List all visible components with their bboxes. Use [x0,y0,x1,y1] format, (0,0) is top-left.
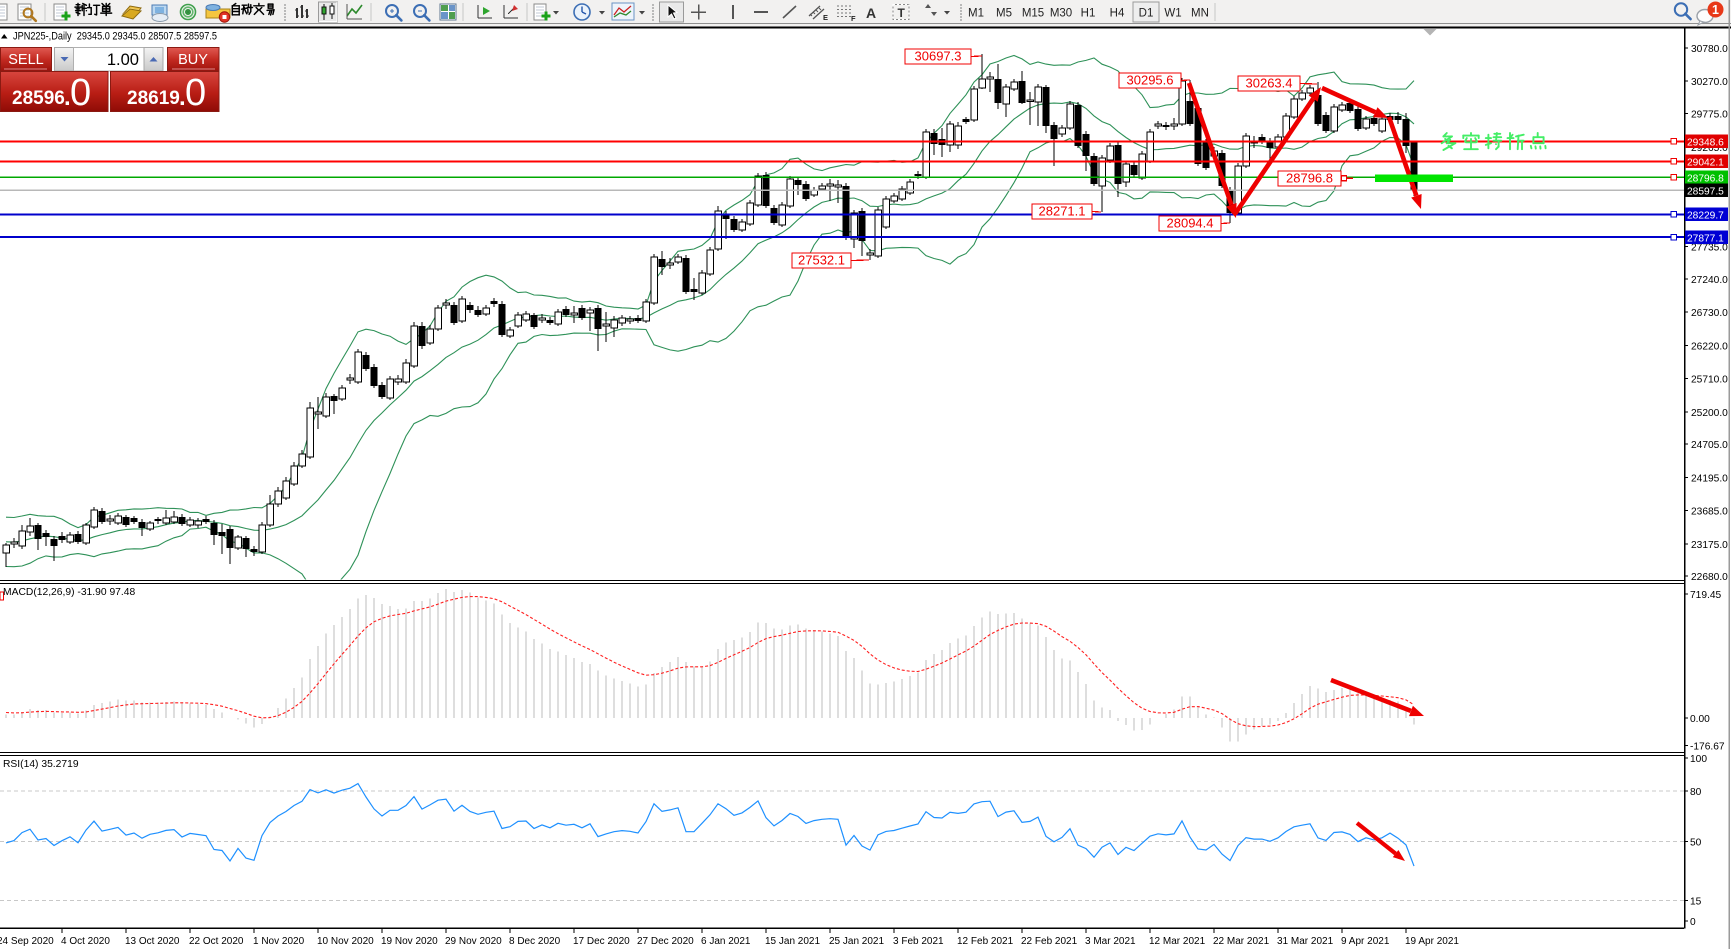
svg-text:0: 0 [185,72,206,114]
svg-text:30270.0: 30270.0 [1691,77,1728,88]
svg-text:M5: M5 [996,8,1012,20]
svg-text:9 Apr 2021: 9 Apr 2021 [1341,936,1390,947]
svg-text:25710.0: 25710.0 [1691,375,1728,386]
svg-text:22 Mar 2021: 22 Mar 2021 [1213,936,1270,947]
svg-text:12 Feb 2021: 12 Feb 2021 [957,936,1014,947]
svg-text:0.00: 0.00 [1690,714,1710,725]
svg-text:E: E [823,13,828,22]
svg-text:15: 15 [1690,897,1702,908]
svg-text:D1: D1 [1139,8,1154,20]
svg-text:12 Mar 2021: 12 Mar 2021 [1149,936,1206,947]
svg-text:25 Jan 2021: 25 Jan 2021 [829,936,884,947]
svg-text:22680.0: 22680.0 [1691,572,1728,583]
svg-text:A: A [866,5,876,21]
svg-text:0: 0 [1690,917,1696,928]
svg-text:MN: MN [1191,8,1209,20]
svg-text:.: . [179,84,186,111]
svg-text:27 Dec 2020: 27 Dec 2020 [637,936,694,947]
svg-text:4 Oct 2020: 4 Oct 2020 [61,936,110,947]
svg-text:29348.6: 29348.6 [1687,138,1724,149]
svg-text:3 Feb 2021: 3 Feb 2021 [893,936,944,947]
svg-text:F: F [851,14,856,23]
svg-text:23685.0: 23685.0 [1691,507,1728,518]
svg-text:W1: W1 [1164,8,1181,20]
svg-text:29265.0: 29265.0 [1691,143,1728,154]
svg-text:28619: 28619 [127,88,180,109]
svg-text:27532.1: 27532.1 [798,253,845,268]
svg-text:30263.4: 30263.4 [1246,76,1293,91]
svg-text:H1: H1 [1081,8,1096,20]
svg-text:19 Nov 2020: 19 Nov 2020 [381,936,438,947]
svg-text:M15: M15 [1022,8,1044,20]
svg-text:30295.6: 30295.6 [1127,73,1174,88]
svg-text:28271.1: 28271.1 [1039,204,1086,219]
svg-text:1: 1 [1712,3,1719,17]
svg-text:28596: 28596 [12,88,65,109]
svg-text:27240.0: 27240.0 [1691,275,1728,286]
svg-text:M30: M30 [1050,8,1072,20]
svg-text:29042.1: 29042.1 [1687,158,1724,169]
svg-text:3 Mar 2021: 3 Mar 2021 [1085,936,1136,947]
svg-text:31 Mar 2021: 31 Mar 2021 [1277,936,1334,947]
svg-text:24705.0: 24705.0 [1691,440,1728,451]
svg-text:8 Dec 2020: 8 Dec 2020 [509,936,561,947]
svg-text:23175.0: 23175.0 [1691,540,1728,551]
svg-text:19 Apr 2021: 19 Apr 2021 [1405,936,1459,947]
svg-text:BUY: BUY [178,52,208,68]
svg-text:15 Jan 2021: 15 Jan 2021 [765,936,820,947]
svg-text:22 Oct 2020: 22 Oct 2020 [189,936,244,947]
svg-text:1.00: 1.00 [107,51,139,69]
svg-text:-176.67: -176.67 [1690,742,1725,753]
svg-text:24 Sep 2020: 24 Sep 2020 [0,936,54,947]
svg-text:28229.7: 28229.7 [1687,211,1724,222]
svg-text:100: 100 [1690,754,1707,765]
svg-text:24195.0: 24195.0 [1691,473,1728,484]
svg-text:28597.5: 28597.5 [1687,187,1724,198]
svg-text:.: . [64,84,71,111]
svg-text:T: T [898,6,906,20]
svg-text:1 Nov 2020: 1 Nov 2020 [253,936,305,947]
svg-text:H4: H4 [1110,8,1125,20]
svg-text:SELL: SELL [8,52,43,68]
svg-text:RSI(14) 35.2719: RSI(14) 35.2719 [3,759,79,770]
svg-text:29 Nov 2020: 29 Nov 2020 [445,936,502,947]
svg-text:26220.0: 26220.0 [1691,341,1728,352]
svg-text:28094.4: 28094.4 [1167,216,1214,231]
svg-text:27735.0: 27735.0 [1691,243,1728,254]
svg-text:6 Jan 2021: 6 Jan 2021 [701,936,751,947]
svg-text:JPN225-,Daily 29345.0 29345.0: JPN225-,Daily 29345.0 29345.0 28507.5 28… [13,31,217,43]
svg-text:MACD(12,26,9) -31.90 97.48: MACD(12,26,9) -31.90 97.48 [3,587,135,598]
svg-text:27877.1: 27877.1 [1687,233,1724,244]
svg-text:50: 50 [1690,838,1702,849]
svg-text:30780.0: 30780.0 [1691,44,1728,55]
svg-text:719.45: 719.45 [1690,590,1721,601]
svg-text:M1: M1 [968,8,984,20]
svg-text:29775.0: 29775.0 [1691,110,1728,121]
svg-text:0: 0 [70,72,91,114]
svg-text:80: 80 [1690,787,1702,798]
svg-text:13 Oct 2020: 13 Oct 2020 [125,936,180,947]
svg-text:26730.0: 26730.0 [1691,308,1728,319]
svg-text:30697.3: 30697.3 [915,49,962,64]
svg-text:25200.0: 25200.0 [1691,408,1728,419]
svg-text:28796.8: 28796.8 [1687,174,1724,185]
svg-text:28796.8: 28796.8 [1286,171,1333,186]
svg-text:17 Dec 2020: 17 Dec 2020 [573,936,630,947]
svg-text:10 Nov 2020: 10 Nov 2020 [317,936,374,947]
svg-text:22 Feb 2021: 22 Feb 2021 [1021,936,1078,947]
